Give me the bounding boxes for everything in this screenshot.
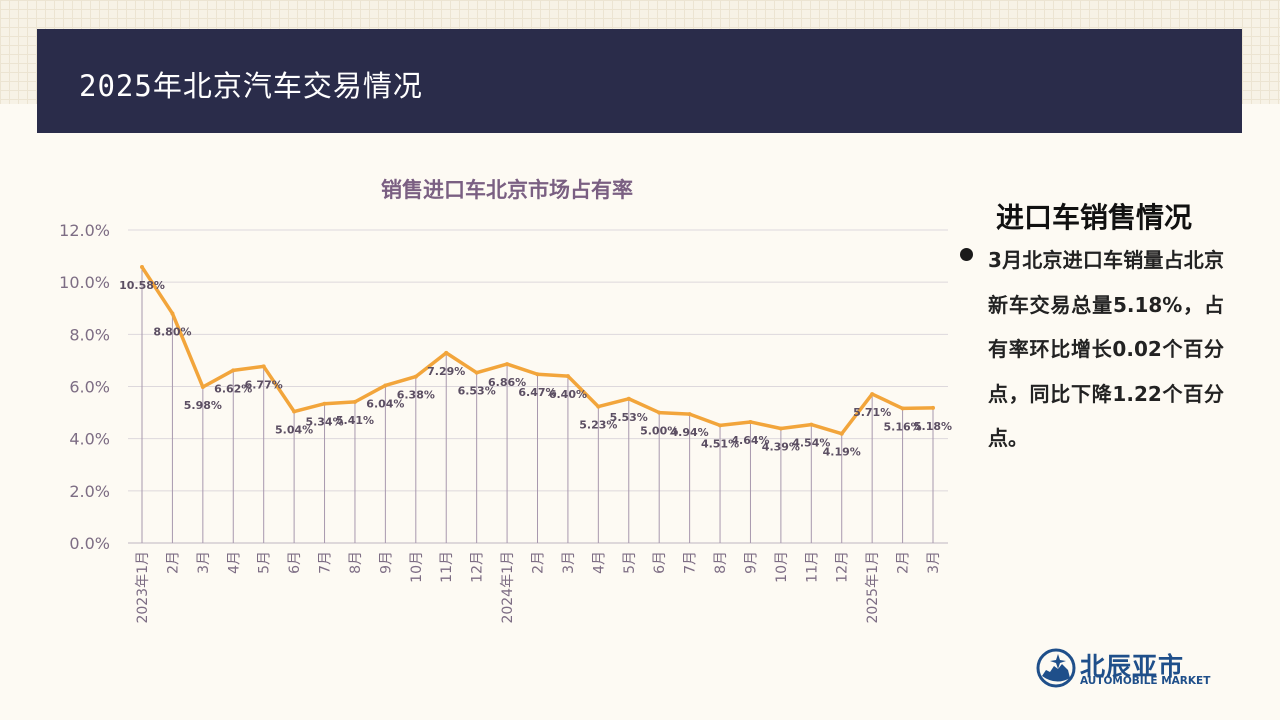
y-tick-label: 8.0% (69, 325, 110, 344)
x-tick-label: 10月 (774, 551, 790, 583)
data-label: 6.04% (366, 397, 404, 410)
data-label: 7.29% (427, 365, 465, 378)
logo-en: AUTOMOBILE MARKET (1080, 675, 1211, 687)
data-label: 5.00% (640, 425, 678, 438)
data-point (261, 364, 266, 369)
x-tick-label: 12月 (835, 551, 851, 583)
data-label: 4.19% (823, 446, 861, 459)
data-label: 5.71% (853, 406, 891, 419)
data-point (718, 423, 723, 428)
x-tick-label: 2月 (531, 551, 547, 574)
data-label: 4.64% (731, 434, 769, 447)
logo-cn: 北辰亚市 (1080, 652, 1185, 681)
y-tick-label: 10.0% (59, 273, 110, 292)
data-label: 5.04% (275, 424, 313, 437)
x-tick-label: 5月 (257, 551, 273, 574)
data-point (778, 426, 783, 431)
x-tick-label: 2025年1月 (865, 551, 881, 624)
x-tick-label: 2024年1月 (500, 551, 516, 624)
x-tick-label: 9月 (378, 551, 394, 574)
data-point (505, 362, 510, 367)
x-tick-label: 7月 (318, 551, 334, 574)
data-point (657, 410, 662, 415)
data-label: 6.77% (245, 378, 283, 391)
data-point (839, 431, 844, 436)
side-text: 3月北京进口车销量占北京新车交易总量5.18%，占有率环比增长0.02个百分点，… (988, 248, 1224, 450)
data-point (352, 399, 357, 404)
data-point (626, 396, 631, 401)
data-point (474, 370, 479, 375)
x-tick-label: 3月 (196, 551, 212, 574)
x-tick-label: 5月 (622, 551, 638, 574)
data-label: 4.51% (701, 437, 739, 450)
data-label: 5.41% (336, 414, 374, 427)
data-point (231, 368, 236, 373)
x-tick-label: 8月 (348, 551, 364, 574)
data-point (444, 350, 449, 355)
data-label: 5.98% (184, 399, 222, 412)
data-point (140, 265, 144, 270)
data-label: 5.16% (883, 420, 921, 433)
data-point (200, 385, 205, 390)
y-tick-label: 4.0% (69, 430, 110, 449)
data-label: 5.18% (914, 420, 952, 433)
y-tick-label: 0.0% (69, 534, 110, 553)
data-label: 5.34% (305, 416, 343, 429)
x-tick-label: 4月 (226, 551, 242, 574)
x-tick-label: 12月 (470, 551, 486, 583)
x-tick-label: 3月 (926, 551, 942, 574)
x-tick-label: 4月 (591, 551, 607, 574)
logo: 北辰亚市 AUTOMOBILE MARKET (1036, 647, 1211, 689)
data-point (170, 311, 175, 316)
logo-icon (1036, 648, 1076, 688)
x-tick-label: 8月 (713, 551, 729, 574)
x-tick-label: 9月 (743, 551, 759, 574)
data-label: 4.94% (671, 426, 709, 439)
title-bar: 2025年北京汽车交易情况 (37, 29, 1242, 133)
x-tick-label: 6月 (287, 551, 303, 574)
data-point (413, 374, 418, 379)
y-tick-label: 12.0% (59, 221, 110, 240)
data-label: 6.40% (549, 388, 587, 401)
bullet-icon (960, 248, 973, 261)
x-tick-label: 2月 (896, 551, 912, 574)
data-label: 6.62% (214, 382, 252, 395)
data-label: 4.39% (762, 440, 800, 453)
data-label: 6.47% (518, 386, 556, 399)
data-point (322, 401, 327, 406)
x-tick-label: 2月 (165, 551, 181, 574)
data-point (687, 412, 692, 417)
data-point (535, 372, 540, 377)
data-label: 10.58% (119, 279, 165, 292)
data-label: 6.38% (397, 389, 435, 402)
side-title: 进口车销售情况 (996, 201, 1193, 234)
data-label: 5.23% (579, 419, 617, 432)
data-point (596, 404, 601, 409)
data-label: 4.54% (792, 437, 830, 450)
data-label: 6.86% (488, 376, 526, 389)
x-tick-label: 11月 (439, 551, 455, 583)
y-tick-label: 2.0% (69, 482, 110, 501)
data-point (870, 392, 875, 397)
data-point (900, 406, 905, 411)
data-point (565, 374, 570, 379)
x-tick-label: 7月 (683, 551, 699, 574)
x-tick-label: 2023年1月 (135, 551, 151, 624)
data-point (931, 405, 935, 410)
data-point (292, 409, 297, 414)
x-tick-label: 6月 (652, 551, 668, 574)
data-point (383, 383, 388, 388)
data-label: 5.53% (610, 411, 648, 424)
data-label: 8.80% (153, 325, 191, 338)
data-point (809, 422, 814, 427)
data-label: 6.53% (458, 385, 496, 398)
x-tick-label: 10月 (409, 551, 425, 583)
page-title: 2025年北京汽车交易情况 (79, 69, 423, 103)
x-tick-label: 3月 (561, 551, 577, 574)
y-tick-label: 6.0% (69, 378, 110, 397)
chart-title: 销售进口车北京市场占有率 (381, 178, 633, 202)
data-point (748, 419, 753, 424)
x-tick-label: 11月 (804, 551, 820, 583)
